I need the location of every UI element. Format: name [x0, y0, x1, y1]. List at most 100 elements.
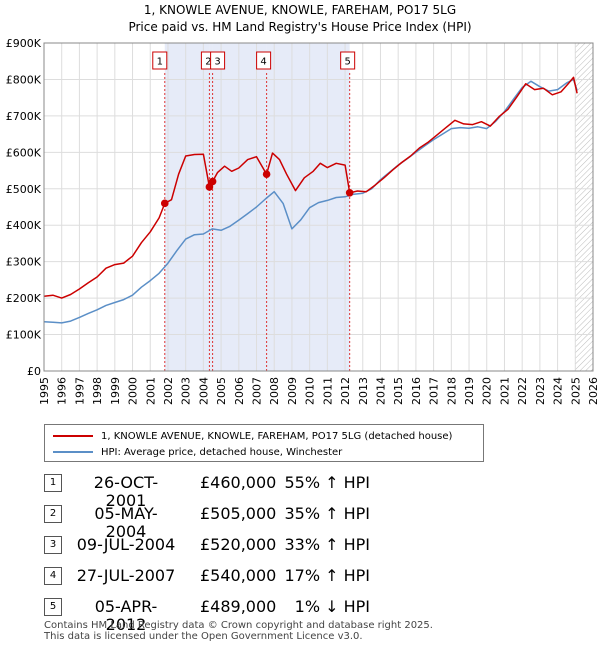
- x-tick-label: 2021: [498, 377, 511, 405]
- transaction-number: 3: [44, 536, 62, 554]
- transaction-price: £489,000: [200, 597, 277, 616]
- sale-marker-1: 1: [152, 51, 168, 70]
- x-tick-label: 2022: [516, 377, 529, 405]
- x-tick-label: 2014: [374, 377, 387, 405]
- y-tick-label: £600K: [6, 146, 42, 159]
- transaction-date: 09-JUL-2004: [76, 535, 176, 554]
- x-tick-label: 2004: [197, 377, 210, 405]
- sale-marker-label: 5: [344, 57, 350, 68]
- x-tick-label: 2005: [215, 377, 228, 405]
- x-tick-label: 2001: [144, 377, 157, 405]
- sale-marker-box: [152, 51, 168, 70]
- y-tick-label: £400K: [6, 219, 42, 232]
- x-tick-label: 2003: [180, 377, 193, 405]
- sale-marker-label: 1: [157, 57, 163, 68]
- transaction-price: £540,000: [200, 566, 277, 585]
- chart-subtitle: Price paid vs. HM Land Registry's House …: [128, 20, 471, 34]
- x-tick-label: 2013: [357, 377, 370, 405]
- transaction-hpi-change: 33% ↑ HPI: [284, 535, 370, 554]
- transaction-date: 05-APR-2012: [94, 597, 158, 634]
- x-tick-label: 1995: [38, 377, 51, 405]
- forecast-hatch: [575, 43, 593, 371]
- transaction-number: 4: [44, 567, 62, 585]
- transaction-number: 1: [44, 474, 62, 492]
- x-tick-label: 2016: [410, 377, 423, 405]
- x-tick-label: 2008: [268, 377, 281, 405]
- legend-item-property: 1, KNOWLE AVENUE, KNOWLE, FAREHAM, PO17 …: [53, 429, 452, 443]
- y-tick-label: £800K: [6, 73, 42, 86]
- transaction-row: 2 05-MAY-2004 £505,000 35% ↑ HPI: [0, 504, 560, 541]
- y-tick-label: £0: [27, 365, 41, 378]
- sale-marker-3: 3: [210, 51, 226, 70]
- sale-marker-label: 2: [205, 57, 211, 68]
- y-tick-label: £500K: [6, 183, 42, 196]
- transaction-date: 05-MAY-2004: [94, 504, 158, 541]
- legend-swatch-property: [53, 435, 93, 437]
- sale-point-4: [262, 170, 271, 178]
- transaction-hpi-change: 35% ↑ HPI: [284, 504, 370, 523]
- x-tick-label: 2019: [463, 377, 476, 405]
- transaction-row: 5 05-APR-2012 £489,000 1% ↓ HPI: [0, 597, 560, 634]
- transaction-row: 1 26-OCT-2001 £460,000 55% ↑ HPI: [0, 473, 560, 510]
- sale-point-1: [160, 199, 169, 208]
- ownership-band: [266, 43, 350, 371]
- sale-point-3: [208, 177, 217, 186]
- footer-licence: This data is licensed under the Open Gov…: [44, 631, 363, 642]
- x-tick-label: 2007: [251, 377, 264, 405]
- x-tick-label: 1997: [73, 377, 86, 405]
- sale-marker-box: [256, 51, 272, 70]
- x-tick-label: 1999: [109, 377, 122, 405]
- transaction-hpi-change: 1% ↓ HPI: [294, 597, 370, 616]
- x-tick-label: 2025: [569, 377, 582, 405]
- x-tick-label: 2010: [304, 377, 317, 405]
- transaction-price: £505,000: [200, 504, 277, 523]
- x-tick-label: 2024: [552, 377, 565, 405]
- x-tick-label: 2023: [534, 377, 547, 405]
- x-tick-label: 2017: [428, 377, 441, 405]
- x-tick-label: 2002: [162, 377, 175, 405]
- y-tick-label: £900K: [6, 37, 42, 50]
- ownership-band: [209, 43, 213, 371]
- sale-marker-box: [340, 51, 356, 70]
- y-tick-label: £300K: [6, 256, 42, 269]
- sale-marker-box: [210, 51, 226, 70]
- price-paid-line: [43, 76, 578, 299]
- y-tick-label: £100K: [6, 329, 42, 342]
- transaction-date: 27-JUL-2007: [76, 566, 176, 585]
- transaction-hpi-change: 17% ↑ HPI: [284, 566, 370, 585]
- x-tick-label: 2009: [286, 377, 299, 405]
- x-tick-label: 2000: [127, 377, 140, 405]
- x-tick-label: 2026: [587, 377, 600, 405]
- transaction-number: 5: [44, 598, 62, 616]
- ownership-band: [164, 43, 210, 371]
- x-tick-label: 1998: [91, 377, 104, 405]
- transaction-row: 3 09-JUL-2004 £520,000 33% ↑ HPI: [0, 536, 560, 554]
- transaction-price: £520,000: [200, 535, 277, 554]
- sale-marker-label: 3: [214, 57, 220, 68]
- x-tick-label: 2020: [481, 377, 494, 405]
- y-tick-label: £700K: [6, 110, 42, 123]
- x-tick-label: 2012: [339, 377, 352, 405]
- plot-frame: [43, 42, 594, 372]
- sale-marker-label: 4: [260, 57, 266, 68]
- x-tick-label: 2006: [233, 377, 246, 405]
- legend: 1, KNOWLE AVENUE, KNOWLE, FAREHAM, PO17 …: [44, 424, 484, 462]
- sale-point-5: [345, 188, 354, 197]
- legend-item-hpi: HPI: Average price, detached house, Winc…: [53, 445, 342, 459]
- transaction-date: 26-OCT-2001: [93, 473, 159, 510]
- x-tick-label: 1996: [56, 377, 69, 405]
- legend-label-hpi: HPI: Average price, detached house, Winc…: [101, 446, 343, 458]
- footer-copyright: Contains HM Land Registry data © Crown c…: [44, 620, 433, 631]
- sale-marker-5: 5: [340, 51, 356, 70]
- sale-marker-4: 4: [256, 51, 272, 70]
- legend-label-property: 1, KNOWLE AVENUE, KNOWLE, FAREHAM, PO17 …: [101, 430, 453, 442]
- y-tick-label: £200K: [6, 292, 42, 305]
- transaction-row: 4 27-JUL-2007 £540,000 17% ↑ HPI: [0, 567, 560, 585]
- legend-swatch-hpi: [53, 451, 93, 453]
- x-tick-label: 2018: [445, 377, 458, 405]
- transaction-price: £460,000: [200, 473, 277, 492]
- x-tick-label: 2011: [321, 377, 334, 405]
- transaction-hpi-change: 55% ↑ HPI: [284, 473, 370, 492]
- footer: Contains HM Land Registry data © Crown c…: [44, 620, 433, 642]
- transaction-number: 2: [44, 505, 62, 523]
